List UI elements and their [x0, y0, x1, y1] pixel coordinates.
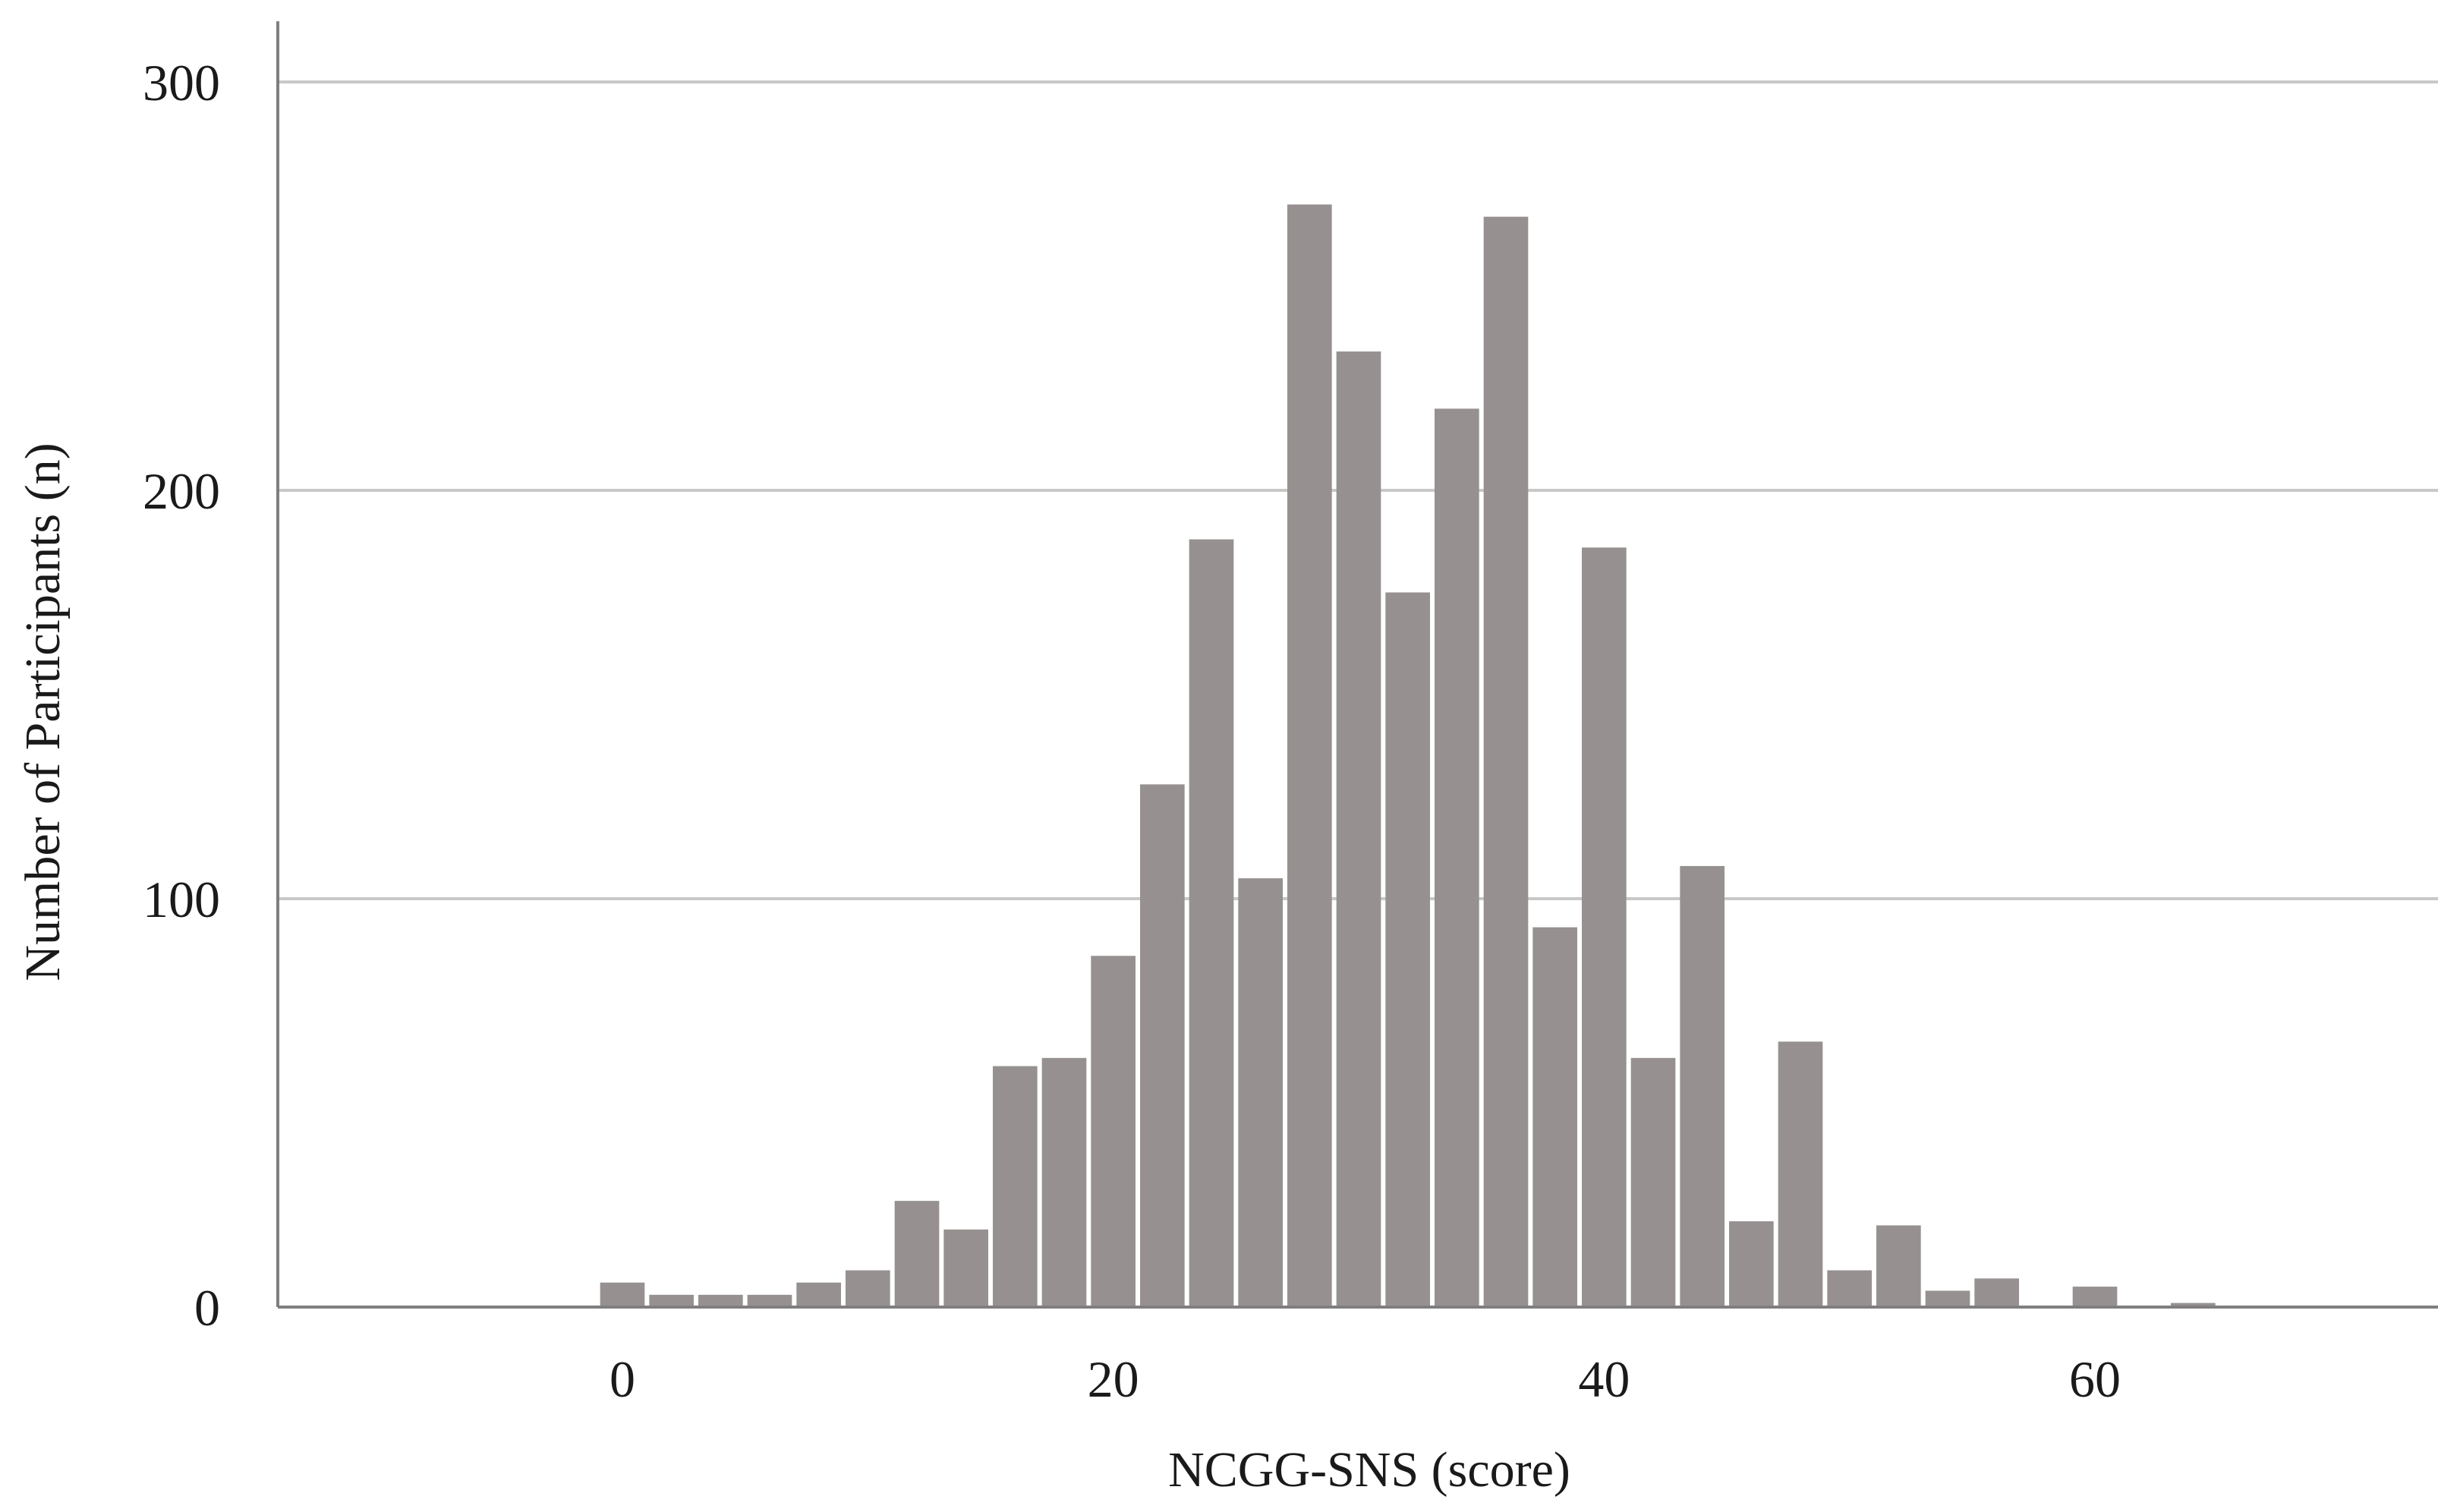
histogram-bar-30 [1336, 351, 1381, 1308]
histogram-bar-46 [1729, 1221, 1774, 1307]
histogram-bar-26 [1238, 878, 1283, 1307]
histogram-bar-36 [1483, 216, 1529, 1307]
histogram-bar-2 [649, 1294, 694, 1307]
histogram-bar-14 [943, 1229, 988, 1307]
y-tick-label-0: 0 [194, 1279, 220, 1337]
histogram-bar-16 [993, 1066, 1038, 1307]
y-tick-label-300: 300 [143, 54, 220, 112]
y-tick-label-200: 200 [143, 462, 220, 520]
tick-layer: 0 100 200 300 0 20 40 60 [143, 54, 2121, 1408]
histogram-bar-8 [796, 1282, 841, 1307]
histogram-bar-12 [894, 1201, 940, 1307]
bar-layer [600, 204, 2216, 1308]
histogram-bar-38 [1532, 927, 1577, 1307]
histogram-bar-54 [1925, 1290, 1970, 1307]
histogram-bar-28 [1287, 204, 1332, 1307]
histogram-bar-34 [1435, 408, 1479, 1307]
histogram-bar-10 [846, 1270, 890, 1307]
histogram-bar-64 [2171, 1303, 2216, 1307]
x-axis-title: NCGG-SNS (score) [1168, 1442, 1570, 1498]
histogram-bar-4 [698, 1294, 743, 1307]
axis-layer [276, 21, 2438, 1309]
histogram-bar-40 [1582, 547, 1627, 1307]
x-tick-label-0: 0 [610, 1350, 635, 1408]
histogram-bar-0 [600, 1282, 645, 1307]
histogram-bar-32 [1385, 592, 1430, 1307]
y-axis-title: Number of Participants (n) [15, 443, 71, 981]
histogram-bar-18 [1041, 1057, 1087, 1307]
histogram-bar-22 [1140, 784, 1185, 1307]
histogram-bar-48 [1778, 1041, 1823, 1307]
histogram-bar-50 [1827, 1270, 1872, 1307]
histogram-bar-6 [747, 1294, 792, 1307]
x-tick-label-60: 60 [2069, 1350, 2121, 1408]
histogram-bar-52 [1876, 1225, 1921, 1307]
histogram-bar-20 [1091, 956, 1136, 1307]
x-tick-label-40: 40 [1578, 1350, 1630, 1408]
histogram-bar-60 [2072, 1287, 2118, 1307]
histogram-bar-44 [1680, 865, 1725, 1307]
x-tick-label-20: 20 [1088, 1350, 1139, 1408]
histogram-bar-42 [1630, 1057, 1676, 1307]
histogram-bar-24 [1189, 539, 1234, 1307]
histogram-bar-56 [1974, 1278, 2019, 1307]
y-tick-label-100: 100 [143, 871, 220, 928]
